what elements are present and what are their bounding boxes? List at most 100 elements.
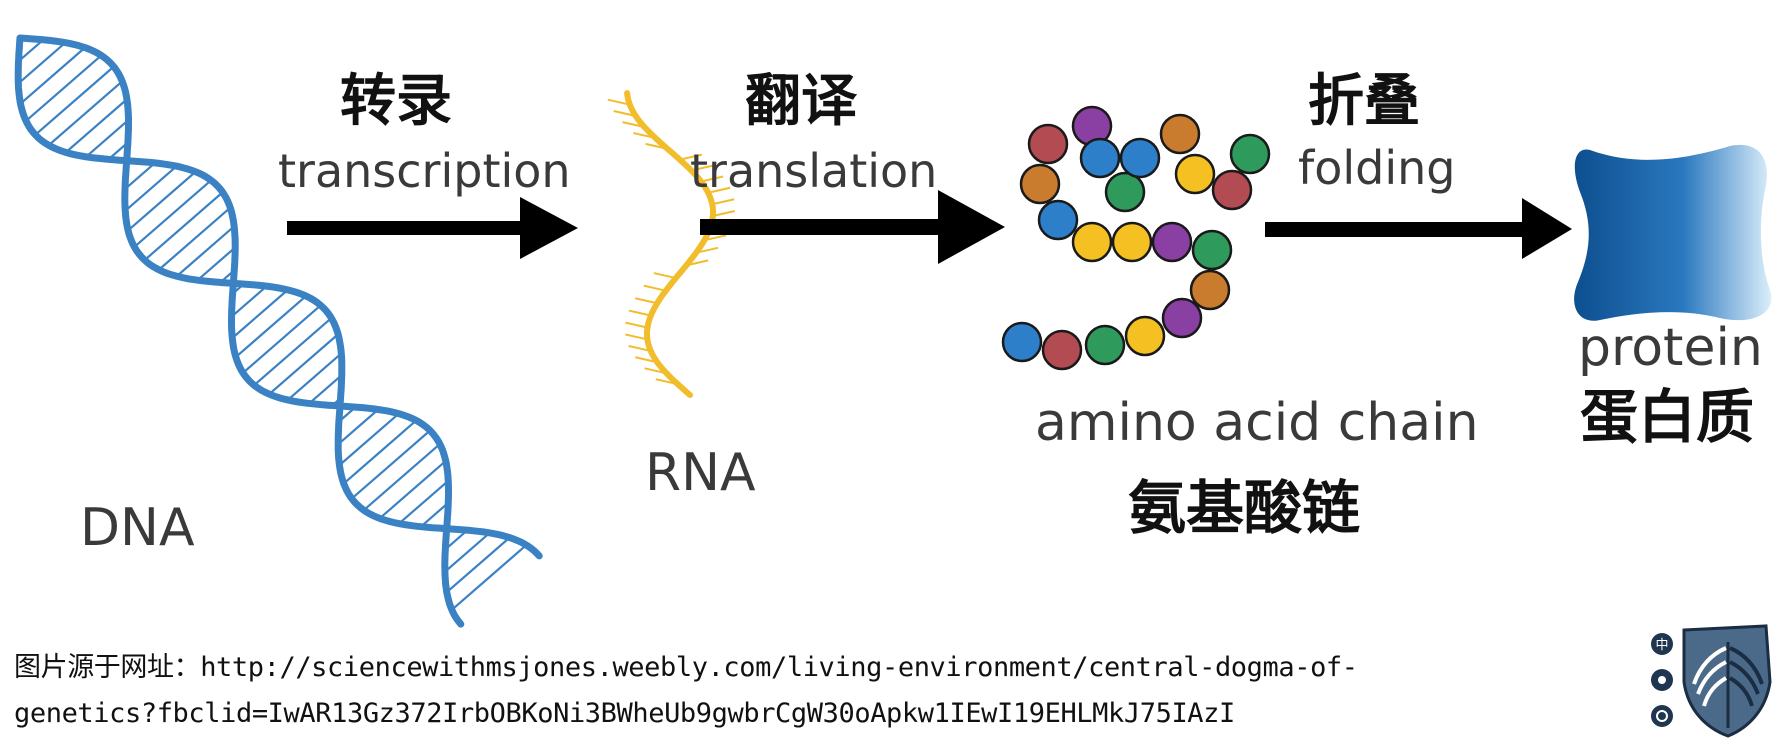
- dna-rung: [420, 501, 449, 528]
- folding-en-label: folding: [1298, 141, 1455, 195]
- rna-base: [712, 210, 736, 217]
- amino-acid-bead: [1229, 133, 1271, 175]
- dna-rung: [363, 443, 441, 511]
- rna-base: [707, 186, 731, 194]
- rna-base: [634, 297, 658, 305]
- amino-acid-bead: [1084, 324, 1126, 366]
- amino-acid-bead: [1189, 269, 1231, 311]
- rna-base: [625, 333, 648, 341]
- dna-rung: [133, 179, 212, 248]
- amino-acid-bead: [1079, 137, 1121, 179]
- dna-label: DNA: [80, 498, 195, 558]
- protein-zh-label: 蛋白质: [1580, 383, 1754, 451]
- rna-label: RNA: [645, 443, 756, 503]
- dna-rung: [85, 119, 130, 158]
- rna-base: [607, 98, 631, 106]
- rna-base: [625, 321, 648, 329]
- dna-rung: [287, 352, 343, 401]
- single-strand-icon: [607, 90, 736, 398]
- protein-blob-icon: [1574, 144, 1772, 321]
- amino-acid-bead: [1191, 229, 1233, 271]
- dna-rung: [231, 289, 289, 339]
- transcription-arrow: [287, 197, 578, 259]
- dna-rung: [235, 295, 307, 358]
- dna-rung: [308, 374, 343, 405]
- amino-acid-bead: [1111, 221, 1153, 263]
- gear-icon: [1651, 669, 1673, 691]
- amino-acid-bead: [1001, 321, 1043, 363]
- amino-acid-bead: [1161, 297, 1203, 339]
- dna-rung: [253, 317, 333, 387]
- amino-acid-bead: [1159, 113, 1201, 155]
- dna-rung: [337, 408, 379, 446]
- folding-arrow: [1265, 198, 1572, 259]
- source-url-line-2: genetics?fbclid=IwAR13Gz372IrbOBKoNi3BWh…: [14, 698, 1235, 729]
- dna-rung: [196, 246, 236, 282]
- dna-rung: [34, 65, 115, 136]
- dna-rung: [398, 479, 449, 525]
- translation-zh-label: 翻译: [745, 68, 858, 134]
- folding-zh-label: 折叠: [1308, 68, 1420, 134]
- double-helix-icon: [14, 34, 543, 628]
- rna-base: [679, 153, 703, 161]
- translation-en-label: translation: [690, 144, 937, 198]
- amino-acid-bead: [1019, 163, 1061, 205]
- amino-acid-chain-zh-label: 氨基酸链: [1128, 474, 1360, 542]
- badge-top-glyph: 中: [1655, 638, 1668, 653]
- amino-acid-bead: [1174, 153, 1216, 195]
- amino-acid-bead: [1041, 329, 1083, 371]
- rna-base: [691, 164, 714, 172]
- dna-rung: [378, 460, 447, 520]
- dna-rung: [268, 333, 339, 395]
- gear-icon: 中: [1651, 633, 1673, 655]
- rna-base: [653, 272, 677, 280]
- dna-rung: [338, 412, 400, 467]
- dna-rung: [242, 304, 322, 374]
- dna-rung: [230, 285, 268, 318]
- dna-rung: [47, 80, 123, 147]
- dna-rung: [351, 429, 431, 500]
- transcription-zh-label: 转录: [340, 68, 452, 134]
- amino-acid-bead: [1124, 315, 1166, 357]
- amino-acid-bead: [1119, 137, 1161, 179]
- dna-rung: [25, 54, 103, 122]
- dna-rung: [158, 206, 231, 271]
- rna-base: [628, 309, 652, 317]
- amino-acid-bead: [1104, 171, 1146, 213]
- dna-backbone: [14, 34, 465, 628]
- dna-rung: [143, 191, 224, 261]
- dna-rung: [446, 536, 511, 594]
- dna-rung: [451, 544, 528, 611]
- protein-en-label: protein: [1578, 318, 1763, 378]
- amino-acid-bead: [1027, 123, 1069, 165]
- dna-rung: [343, 419, 417, 485]
- dna-rung: [127, 170, 197, 232]
- dna-rung: [444, 532, 491, 573]
- dna-rung: [124, 162, 156, 190]
- amino-acid-bead: [1037, 199, 1079, 241]
- rna-backbone: [624, 90, 716, 398]
- translation-arrow: [700, 190, 1005, 264]
- rna-base: [700, 175, 724, 183]
- rna-base: [628, 345, 651, 352]
- dna-backbone: [16, 34, 543, 560]
- transcription-en-label: transcription: [278, 144, 571, 198]
- dna-rung: [176, 225, 235, 278]
- amino-acid-bead: [1071, 221, 1113, 263]
- amino-acid-bead: [1211, 169, 1253, 211]
- bead-chain-icon: [1001, 105, 1271, 371]
- dna-rung: [124, 165, 178, 212]
- dna-rung: [17, 41, 67, 85]
- wings-emblem-badge: 中: [1651, 624, 1772, 738]
- dna-rung: [19, 46, 86, 105]
- gear-icon: [1651, 705, 1673, 727]
- amino-acid-chain-en-label: amino acid chain: [1035, 393, 1479, 453]
- wings-emblem-icon: [1682, 624, 1772, 738]
- amino-acid-bead: [1151, 221, 1193, 263]
- dna-rung: [65, 98, 128, 154]
- dna-rung: [17, 38, 45, 63]
- rna-base: [643, 284, 667, 292]
- rna-base: [711, 198, 735, 206]
- source-url-line-1: 图片源于网址：http://sciencewithmsjones.weebly.…: [14, 652, 1358, 683]
